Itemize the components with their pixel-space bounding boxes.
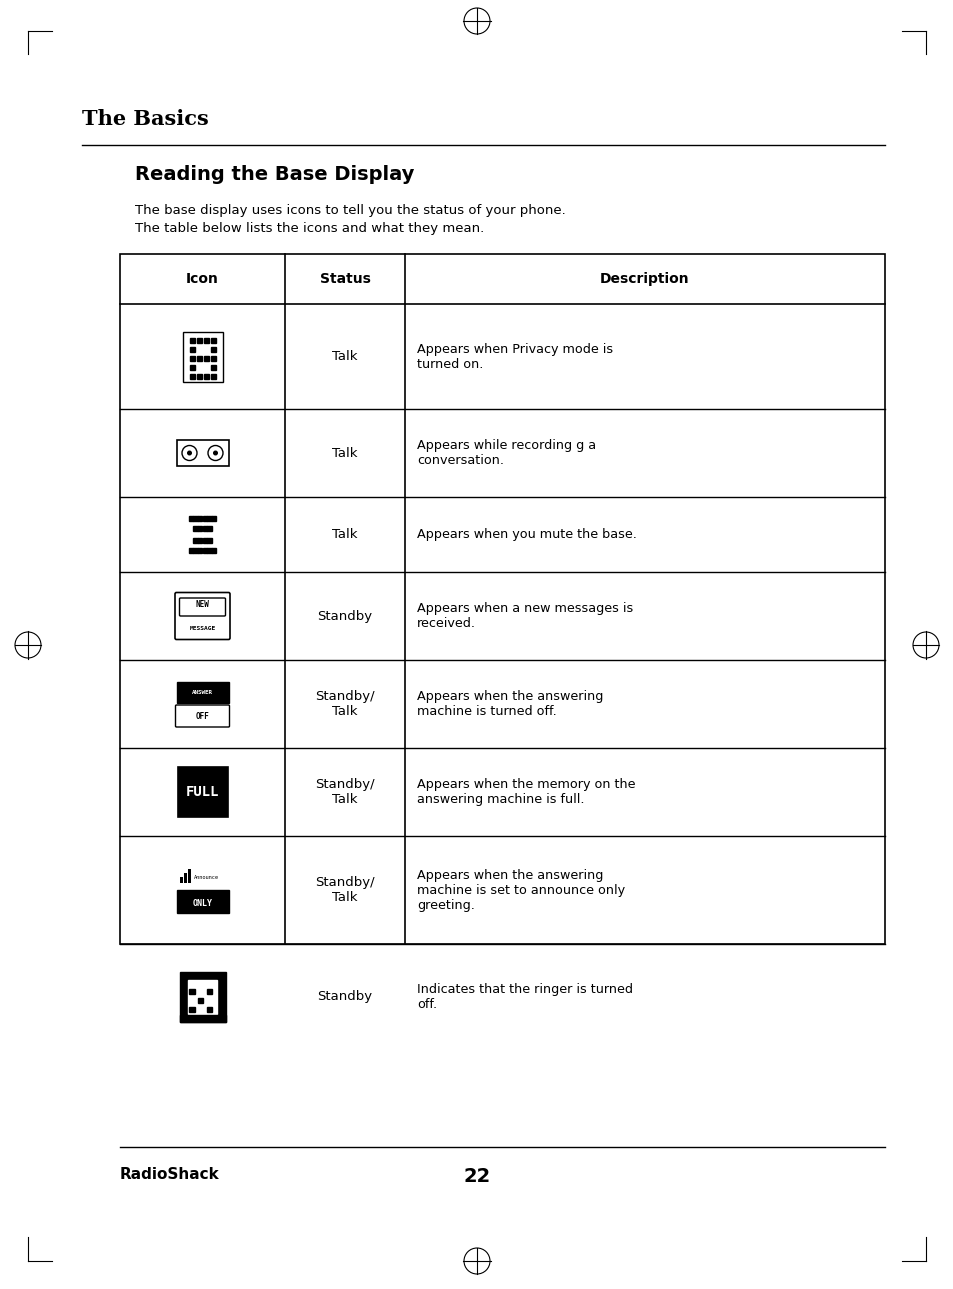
Text: Appears when you mute the base.: Appears when you mute the base. [416,528,637,541]
Text: The Basics: The Basics [82,110,209,129]
Bar [212,517,216,521]
Bar [183,873,186,883]
Text: Reading the Base Display: Reading the Base Display [135,165,414,184]
Bar [197,998,203,1003]
Bar [190,356,194,361]
Text: Appears when the answering
machine is turned off.: Appears when the answering machine is tu… [416,690,602,718]
Text: Appears when the answering
machine is set to announce only
greeting.: Appears when the answering machine is se… [416,869,624,911]
Bar [189,548,193,553]
Bar [179,972,225,1021]
Text: Talk: Talk [332,351,357,363]
Bar [193,526,197,531]
Bar [211,356,215,361]
Bar [211,347,215,352]
Text: Appears when a new messages is
received.: Appears when a new messages is received. [416,602,633,630]
Bar [198,539,202,543]
Text: Icon: Icon [186,272,218,286]
Bar [198,517,202,521]
Text: Talk: Talk [332,446,357,459]
Bar [202,539,207,543]
Bar [202,548,207,553]
Text: Status: Status [319,272,370,286]
Bar [176,440,229,467]
Bar [179,1014,225,1021]
Bar [190,347,194,352]
Bar [189,517,193,521]
Bar [196,356,202,361]
Bar [204,338,209,343]
Text: Appears while recording g a
conversation.: Appears while recording g a conversation… [416,440,596,467]
Bar [207,539,212,543]
Bar [176,889,229,913]
Text: Appears when Privacy mode is
turned on.: Appears when Privacy mode is turned on. [416,343,613,370]
Bar [202,517,207,521]
Bar [211,365,215,370]
Text: Description: Description [599,272,689,286]
Bar [190,338,194,343]
Bar [188,869,191,883]
Bar [190,374,194,379]
Bar [204,356,209,361]
Bar [212,548,216,553]
Bar [177,767,227,817]
Text: MESSAGE: MESSAGE [190,625,215,630]
Bar [211,338,215,343]
Bar [193,539,197,543]
Text: The base display uses icons to tell you the status of your phone.: The base display uses icons to tell you … [135,204,565,217]
Bar [193,517,197,521]
Bar [207,517,212,521]
Bar [179,877,182,883]
Bar [176,682,229,703]
Bar [196,338,202,343]
Bar [198,526,202,531]
Text: OFF: OFF [195,712,210,721]
Text: NEW: NEW [195,599,210,608]
Text: ANSWER: ANSWER [192,690,213,695]
Text: 22: 22 [463,1167,490,1186]
Text: Talk: Talk [332,528,357,541]
Text: Appears when the memory on the
answering machine is full.: Appears when the memory on the answering… [416,779,635,806]
Text: Standby/
Talk: Standby/ Talk [314,779,375,806]
Bar [189,989,194,994]
Text: Standby/
Talk: Standby/ Talk [314,690,375,718]
Bar [202,526,207,531]
Bar [207,526,212,531]
Text: The table below lists the icons and what they mean.: The table below lists the icons and what… [135,222,484,235]
Text: Standby: Standby [317,610,373,623]
Bar [188,980,217,1013]
Circle shape [188,451,192,455]
Bar [182,331,222,382]
Text: Indicates that the ringer is turned
off.: Indicates that the ringer is turned off. [416,982,633,1011]
Bar [207,1007,212,1012]
Circle shape [213,451,217,455]
Bar [207,989,212,994]
Text: RadioShack: RadioShack [120,1167,219,1182]
Text: Standby/
Talk: Standby/ Talk [314,877,375,904]
Text: ONLY: ONLY [193,898,213,907]
Bar [207,548,212,553]
Bar [189,1007,194,1012]
Bar [211,374,215,379]
Text: Standby: Standby [317,990,373,1003]
Text: Announce: Announce [193,874,219,879]
Bar [204,374,209,379]
Bar [198,548,202,553]
Bar [190,365,194,370]
Bar [120,254,884,944]
Bar [193,548,197,553]
Text: FULL: FULL [186,785,219,799]
Bar [196,374,202,379]
